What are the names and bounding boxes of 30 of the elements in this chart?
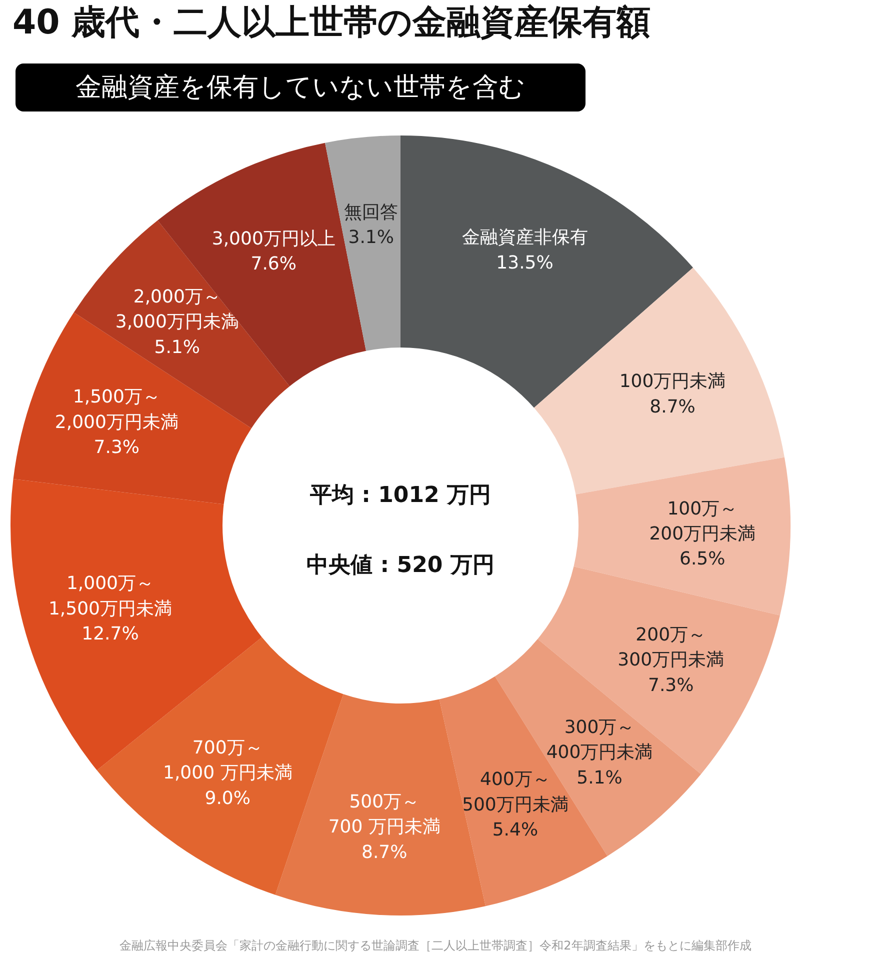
data-label: 13.5% [496,252,554,274]
slice-label: 100万～ 200万円未満 [649,498,756,545]
data-label: 12.7% [82,624,139,645]
slice-label: 1,500万～ 2,000万円未満 [54,386,178,433]
text: 平均 : 1012 万円 [308,483,492,508]
slice-label: 200万～ 300万円未満 [618,624,724,671]
slice-label: 300万～ 400万円未満 [546,716,653,764]
data-label: 6.5% [680,548,726,570]
data-label: 7.3% [648,674,694,696]
slice-label: 金融資産非保有 [462,227,588,248]
slice-label: 700万～ 1,000 万円未満 [163,737,292,784]
text: 金融広報中央委員会「家計の金融行動に関する世論調査［二人以上世帯調査］令和2年調査結果」をもとに編集部作成 [120,938,752,952]
slice-label: 3,000万円以上 [212,228,336,250]
slice-label: 1,000万～ 1,500万円未満 [48,573,172,620]
data-label: 3.1% [348,227,394,248]
slice-label: 400万～ 500万円未満 [462,769,568,816]
data-label: 7.3% [94,437,140,458]
chart-subtitle: 金融資産を保有していない世帯を含む [76,72,526,102]
slice-label: 無回答 [344,202,398,223]
data-label: 5.4% [492,820,538,841]
data-label: 8.7% [362,842,408,863]
data-label: 9.0% [204,788,250,809]
data-label: 5.1% [576,767,622,788]
slice-label: 500万～ 700 万円未満 [328,791,440,838]
data-label: 8.7% [650,396,696,418]
data-label: 5.1% [154,336,200,358]
text: 中央値 : 520 万円 [306,553,494,578]
slice-label: 100万円未満 [619,371,726,392]
chart-title: 40 歳代・二人以上世帯の金融資産保有額 [12,2,651,42]
data-label: 7.6% [250,254,297,275]
